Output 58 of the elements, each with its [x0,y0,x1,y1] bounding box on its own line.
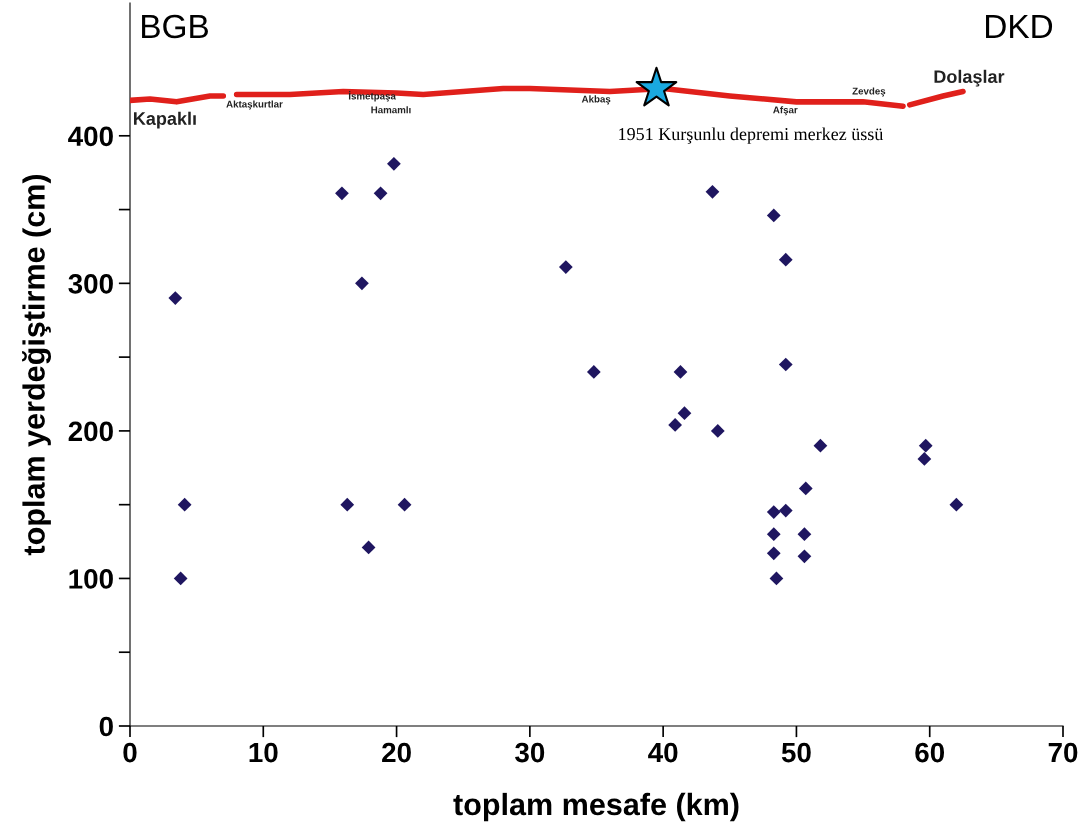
point [340,497,355,512]
point [387,156,401,171]
x-tick-label: 30 [515,742,545,763]
point [635,66,678,107]
y-tick-label: 100 [69,569,113,589]
x-tick-label: 60 [915,742,945,763]
point [766,208,781,223]
point [335,186,349,201]
annotation: Dolaşlar [934,69,1005,87]
x-axis-title: toplam mesafe (km) [453,792,739,822]
x-tick-label: 20 [382,742,411,763]
point [813,438,828,453]
point [397,497,412,512]
annotation: Kapaklı [134,111,196,129]
point [710,424,725,438]
x-tick-label: 70 [1048,742,1078,763]
point [797,527,812,542]
annotation: Akbaş [581,95,611,105]
point [778,357,793,372]
point [766,505,781,519]
annotation: Afşar [773,106,798,116]
point [705,184,720,199]
point [766,527,781,542]
point [173,571,188,586]
annotation: Hamamlı [371,106,411,114]
x-tick-label: 40 [648,742,678,763]
annotation: DKD [986,15,1053,38]
annotation: Zevdeş [852,87,886,97]
y-tick-label: 0 [99,716,113,737]
point [168,291,183,305]
point [769,571,784,586]
y-tick-label: 200 [68,421,113,442]
point [668,418,683,432]
x-tick-label: 50 [781,742,811,763]
annotation: Aktaşkurtlar [226,100,283,110]
annotation: 1951 Kurşunlu depremi merkez üssü [619,127,884,144]
point [798,481,813,496]
annotation: BGB [142,14,208,39]
y-tick-label: 300 [68,274,113,294]
y-tick-label: 400 [68,126,113,147]
x-tick-label: 0 [123,742,137,763]
point [778,503,793,518]
point [355,276,369,291]
x-tick-label: 10 [249,742,278,763]
point [586,365,601,379]
point [949,497,964,512]
point [778,252,793,267]
point [373,186,388,201]
point [766,546,781,561]
point [361,540,376,555]
y-axis-title: toplam yerdeğiştirme (cm) [22,174,52,556]
point [917,452,932,466]
point [918,438,933,453]
point [177,497,192,512]
point [558,260,573,274]
point [797,549,812,564]
point [673,365,688,379]
point [677,406,692,421]
